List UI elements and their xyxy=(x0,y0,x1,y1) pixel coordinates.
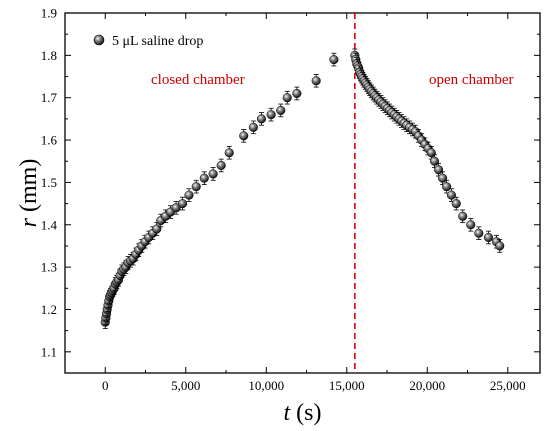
marker xyxy=(177,199,188,209)
marker xyxy=(248,122,258,132)
data-point xyxy=(458,209,468,224)
x-tick-label: 10,000 xyxy=(248,378,284,393)
y-tick-label: 1.3 xyxy=(41,260,57,275)
y-tick-label: 1.9 xyxy=(41,6,57,21)
marker xyxy=(442,182,452,192)
data-point xyxy=(292,86,302,101)
y-tick-label: 1.5 xyxy=(41,175,57,190)
marker xyxy=(446,190,456,200)
legend: 5 μL saline drop xyxy=(93,34,203,49)
marker xyxy=(184,190,194,200)
marker xyxy=(216,160,226,171)
marker xyxy=(466,220,476,230)
marker xyxy=(483,232,494,243)
marker xyxy=(429,156,440,166)
data-point xyxy=(224,146,234,160)
legend-marker xyxy=(93,34,105,46)
x-tick-label: 20,000 xyxy=(409,378,445,393)
marker xyxy=(199,173,209,183)
marker xyxy=(438,173,448,183)
y-tick-label: 1.2 xyxy=(41,302,57,317)
y-tick-label: 1.4 xyxy=(41,217,58,232)
marker xyxy=(171,203,181,213)
marker xyxy=(276,105,286,115)
x-tick-label: 25,000 xyxy=(490,378,526,393)
data-point xyxy=(474,226,484,240)
data-point xyxy=(282,90,292,105)
data-point xyxy=(216,158,226,173)
x-axis-unit: (s) xyxy=(296,400,321,426)
data-point xyxy=(177,196,188,211)
marker xyxy=(152,224,162,234)
marker xyxy=(256,114,266,124)
plot-area xyxy=(64,12,541,374)
marker xyxy=(434,165,444,175)
marker xyxy=(451,199,461,209)
y-tick-label: 1.8 xyxy=(41,48,57,63)
x-tick-label: 0 xyxy=(102,378,109,393)
y-axis-title: r (mm) xyxy=(16,159,42,228)
data-point xyxy=(208,167,218,181)
marker xyxy=(329,55,339,65)
marker xyxy=(266,110,276,120)
y-tick-label: 1.7 xyxy=(41,90,58,105)
data-point xyxy=(276,103,286,118)
data-point xyxy=(191,179,201,194)
marker xyxy=(282,93,292,103)
marker xyxy=(495,241,505,251)
data-point xyxy=(329,52,339,67)
y-axis-unit: (mm) xyxy=(16,159,42,212)
data-point xyxy=(495,239,505,253)
marker xyxy=(292,88,302,99)
annotation-open-chamber: open chamber xyxy=(429,72,514,88)
marker xyxy=(458,211,468,221)
legend-label: 5 μL saline drop xyxy=(112,34,203,49)
data-point xyxy=(171,201,181,215)
plot-frame xyxy=(64,12,541,374)
data-point xyxy=(184,188,194,202)
marker xyxy=(208,169,218,179)
axes: 1.1 1.2 1.3 1.4 1.5 1.6 1.7 1.8 1.9 0 5,000 10,000 1… xyxy=(41,6,540,393)
x-tick-label: 15,000 xyxy=(329,378,365,393)
x-tick-label: 5,000 xyxy=(171,378,200,393)
data-point xyxy=(466,218,476,232)
data-point xyxy=(451,196,461,211)
y-tick-label: 1.6 xyxy=(41,133,58,148)
data-point xyxy=(248,120,258,135)
marker xyxy=(239,131,249,141)
data-points xyxy=(100,48,505,329)
data-point xyxy=(266,107,276,122)
x-axis-title: t (s) xyxy=(284,400,322,426)
data-point xyxy=(199,171,209,185)
data-point xyxy=(483,230,494,245)
y-axis-variable: r xyxy=(16,217,42,227)
y-tick-label: 1.1 xyxy=(41,344,57,359)
data-point xyxy=(256,112,266,126)
data-point xyxy=(311,74,321,88)
marker xyxy=(191,182,201,192)
annotation-closed-chamber: closed chamber xyxy=(151,72,245,88)
data-point xyxy=(239,129,249,143)
marker xyxy=(311,76,321,86)
marker xyxy=(474,228,484,238)
x-axis-variable: t xyxy=(284,400,292,426)
marker xyxy=(224,148,234,158)
